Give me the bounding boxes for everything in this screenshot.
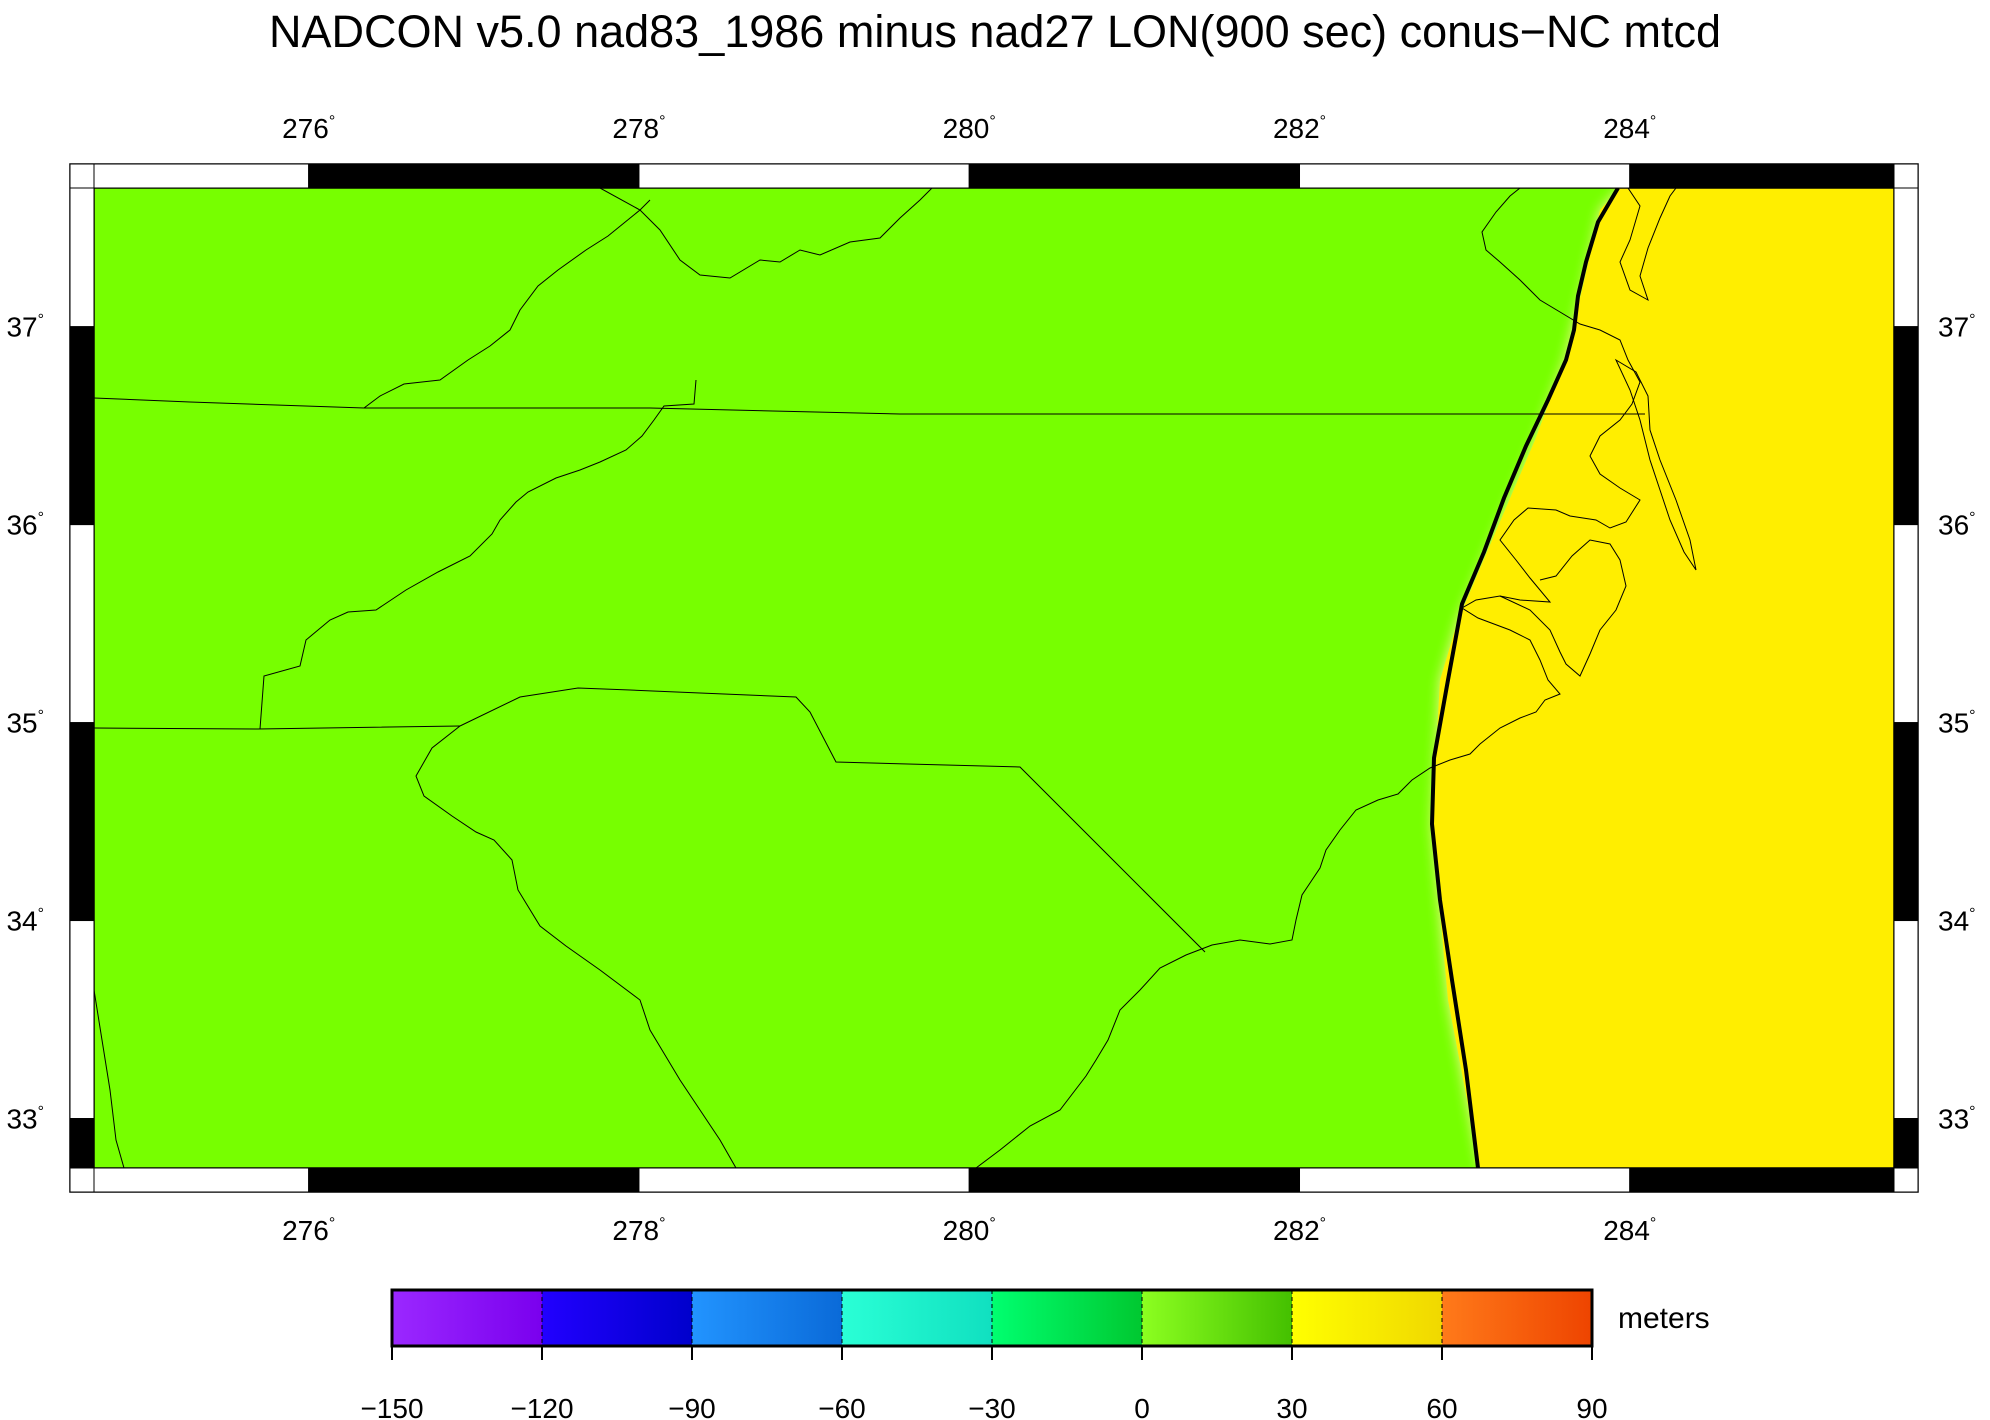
frame-lat-segment [69, 722, 95, 922]
frame-lat-segment [69, 1118, 95, 1169]
md-potomac [599, 188, 933, 279]
frame-lat-segment [69, 187, 95, 328]
map-frame [69, 163, 1919, 1193]
offshore-field [1432, 188, 1894, 1168]
colorbar-tick-label: −120 [510, 1393, 573, 1420]
colorbar-tick-label: 90 [1576, 1393, 1607, 1420]
atlantic-coast [975, 188, 1641, 1168]
frame-lon-segment [968, 1167, 1301, 1193]
frame-lat-segment [69, 524, 95, 724]
lat-tick-label-left: 34° [6, 906, 44, 937]
colorbar-tick-label: −150 [360, 1393, 423, 1420]
frame-lat-segment [69, 326, 95, 526]
lon-tick-label-top: 282° [1273, 113, 1326, 144]
lat-tick-label-left: 36° [6, 510, 44, 541]
frame-lon-segment [638, 163, 970, 189]
colorbar-segment [1292, 1290, 1442, 1346]
frame-lon-segment [93, 163, 310, 189]
lat-tick-label-right: 34° [1938, 906, 1976, 937]
colorbar-tick-label: 0 [1134, 1393, 1150, 1420]
lat-tick-label-right: 37° [1938, 312, 1976, 343]
frame-corner [1893, 163, 1919, 189]
data-field [94, 188, 1894, 1168]
ga-coast-edge [94, 989, 125, 1168]
frame-lat-segment [1893, 920, 1919, 1120]
frame-lat-segment [69, 920, 95, 1120]
ga-sc-nc-border [94, 725, 461, 730]
va-nc-border [94, 397, 1645, 415]
frame-lon-segment [1299, 1167, 1631, 1193]
lon-tick-label-top: 278° [612, 113, 665, 144]
sc-nc-border [459, 687, 1206, 953]
lon-tick-label-top: 280° [943, 113, 996, 144]
frame-lon-segment [1299, 163, 1631, 189]
colorbar-segment [842, 1290, 992, 1346]
frame-lat-segment [1893, 524, 1919, 724]
frame-lat-segment [1893, 722, 1919, 922]
colorbar-tick-label: −30 [968, 1393, 1016, 1420]
frame-corner [69, 163, 95, 189]
lon-tick-label-top: 276° [282, 113, 335, 144]
tn-nc-border [259, 379, 697, 730]
colorbar: −150 −120 −90 −60 −30 0 30 60 90 [360, 1288, 1608, 1420]
colorbar-tick-label: 30 [1276, 1393, 1307, 1420]
lat-tick-label-right: 33° [1938, 1104, 1976, 1135]
colorbar-segment [392, 1290, 542, 1346]
map-title: NADCON v5.0 nad83_1986 minus nad27 LON(9… [269, 6, 1721, 57]
lon-tick-label-bottom: 276° [282, 1215, 335, 1246]
colorbar-units: meters [1618, 1302, 1710, 1335]
frame-lat-segment [1893, 326, 1919, 526]
frame-lon-segment [308, 1167, 640, 1193]
frame-lon-segment [1629, 1167, 1895, 1193]
frame-corner [1893, 1167, 1919, 1193]
frame-lon-segment [308, 163, 640, 189]
colorbar-tick-label: 60 [1426, 1393, 1457, 1420]
colorbar-segment [992, 1290, 1142, 1346]
outer-banks [1614, 358, 1697, 571]
lat-tick-label-right: 36° [1938, 510, 1976, 541]
colorbar-segment [542, 1290, 692, 1346]
frame-lon-segment [93, 1167, 310, 1193]
colorbar-segment [1142, 1290, 1292, 1346]
colorbar-tick-label: −60 [818, 1393, 866, 1420]
colorbar-segment [692, 1290, 842, 1346]
frame-segments [69, 163, 1919, 1193]
pamlico-sound [1499, 539, 1627, 677]
lat-tick-label-left: 33° [6, 1104, 44, 1135]
frame-lon-segment [968, 163, 1301, 189]
tick-labels: 276° 276° 278° 278° 280° 280° 282° 282° 284° 284°… [6, 113, 1975, 1246]
lat-tick-label-right: 35° [1938, 708, 1976, 739]
lon-tick-label-bottom: 278° [612, 1215, 665, 1246]
colorbar-tick-label: −90 [668, 1393, 716, 1420]
sc-ga-border [415, 725, 737, 1168]
lat-tick-label-left: 37° [6, 312, 44, 343]
lat-tick-label-left: 35° [6, 708, 44, 739]
colorbar-segment [1442, 1290, 1592, 1346]
frame-corner [69, 1167, 95, 1193]
lon-tick-label-bottom: 284° [1603, 1215, 1656, 1246]
lon-tick-label-top: 284° [1603, 113, 1656, 144]
zero-shift-line [1429, 186, 1620, 1169]
frame-lat-segment [1893, 1118, 1919, 1169]
boundaries [94, 188, 1697, 1168]
lon-tick-label-bottom: 282° [1273, 1215, 1326, 1246]
va-wv-border [363, 199, 651, 409]
delmarva-coast [1619, 188, 1677, 302]
frame-lon-segment [1629, 163, 1895, 189]
frame-lat-segment [1893, 187, 1919, 328]
frame-lon-segment [638, 1167, 970, 1193]
lon-tick-label-bottom: 280° [943, 1215, 996, 1246]
